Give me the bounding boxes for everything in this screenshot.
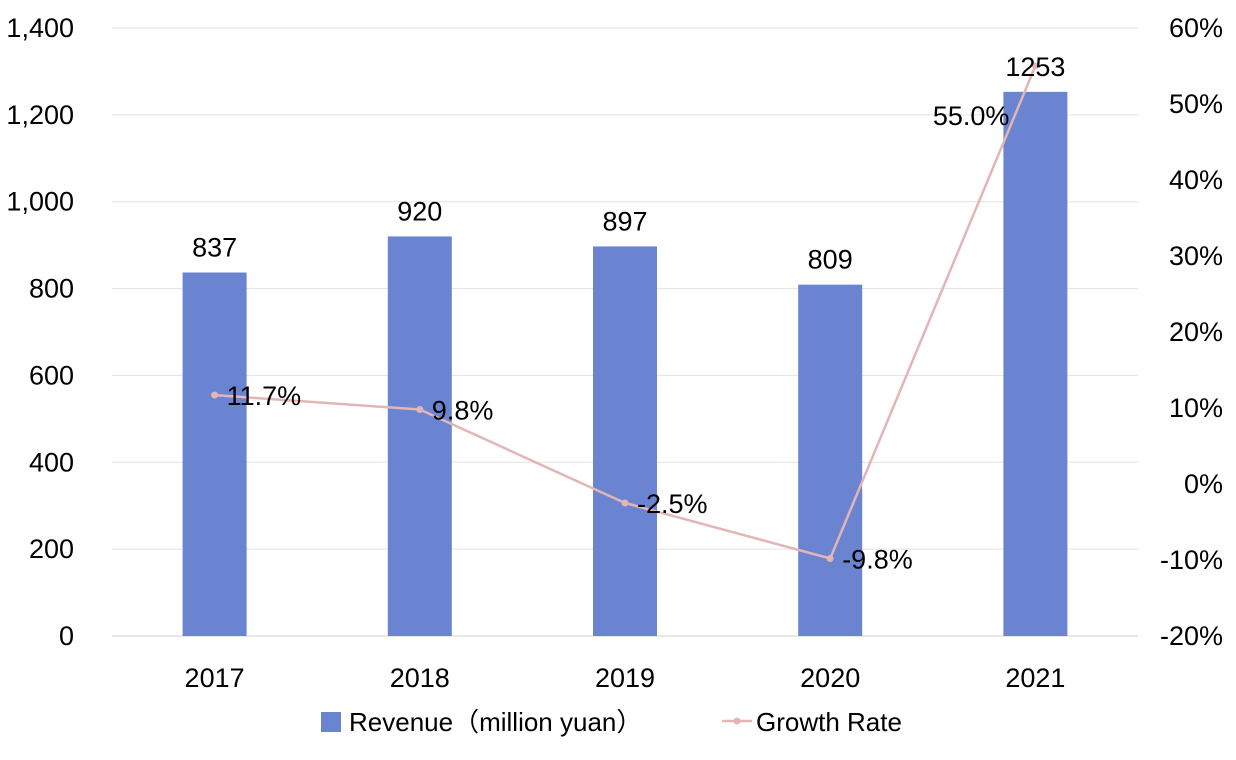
legend: Revenue（million yuan） Growth Rate (321, 707, 902, 737)
right-axis-tick-label: 60% (1169, 13, 1223, 43)
x-axis-tick-labels: 2017 2018 2019 2020 2021 (185, 663, 1066, 693)
x-axis-tick-label: 2018 (390, 663, 450, 693)
left-axis-tick-label: 600 (29, 360, 74, 390)
growth-rate-data-labels: 11.7% 9.8% -2.5% -9.8% 55.0% (227, 101, 1010, 574)
revenue-bar-2021 (1003, 91, 1068, 637)
right-axis-tick-labels: -20% -10% 0% 10% 20% 30% 40% 50% 60% (1160, 13, 1223, 651)
growth-rate-point-2018 (416, 406, 424, 414)
right-axis-tick-label: 20% (1169, 317, 1223, 347)
revenue-bar-2019 (593, 246, 657, 636)
revenue-bar-2018 (387, 236, 452, 636)
legend-growth-rate-label: Growth Rate (756, 707, 902, 737)
x-axis-tick-label: 2020 (800, 663, 860, 693)
revenue-data-label: 809 (808, 245, 853, 275)
right-axis-tick-label: 30% (1169, 241, 1223, 271)
revenue-data-label: 1253 (1005, 52, 1065, 82)
growth-rate-point-2020 (826, 554, 834, 562)
legend-revenue-label: Revenue（million yuan） (349, 707, 642, 737)
growth-rate-data-label: 55.0% (933, 101, 1010, 131)
growth-rate-point-2019 (621, 499, 629, 507)
legend-growth-rate-marker (733, 717, 741, 725)
right-axis-tick-label: 0% (1184, 469, 1223, 499)
revenue-data-label: 920 (397, 196, 442, 226)
growth-rate-data-label: 11.7% (227, 381, 302, 411)
right-axis-tick-label: 40% (1169, 165, 1223, 195)
revenue-data-label: 837 (192, 233, 237, 263)
revenue-bar-2020 (798, 284, 863, 636)
left-axis-tick-label: 1,400 (6, 13, 74, 43)
growth-rate-line (211, 62, 1039, 562)
right-axis-tick-label: -10% (1160, 545, 1223, 575)
revenue-bar-2017 (182, 272, 247, 636)
right-axis-tick-label: 10% (1169, 393, 1223, 423)
growth-rate-point-2021 (1031, 62, 1039, 70)
right-axis-tick-label: 50% (1169, 89, 1223, 119)
revenue-bars (182, 91, 1068, 637)
left-axis-tick-label: 800 (29, 274, 74, 304)
growth-rate-data-label: -2.5% (637, 489, 708, 519)
left-axis-tick-labels: 0 200 400 600 800 1,000 1,200 1,400 (6, 13, 74, 651)
left-axis-tick-label: 200 (29, 534, 74, 564)
revenue-data-label: 897 (602, 206, 647, 236)
x-axis-tick-label: 2017 (185, 663, 245, 693)
growth-rate-data-label: -9.8% (842, 544, 913, 574)
x-axis-tick-label: 2019 (595, 663, 655, 693)
left-axis-tick-label: 0 (59, 621, 74, 651)
x-axis-tick-label: 2021 (1005, 663, 1065, 693)
left-axis-tick-label: 1,200 (6, 100, 74, 130)
growth-rate-point-2017 (211, 391, 219, 399)
revenue-data-labels: 837 920 897 809 1253 (192, 52, 1065, 275)
left-axis-tick-label: 1,000 (6, 187, 74, 217)
growth-rate-data-label: 9.8% (432, 396, 494, 426)
legend-revenue-swatch (321, 712, 341, 732)
left-axis-tick-label: 400 (29, 447, 74, 477)
right-axis-tick-label: -20% (1160, 621, 1223, 651)
